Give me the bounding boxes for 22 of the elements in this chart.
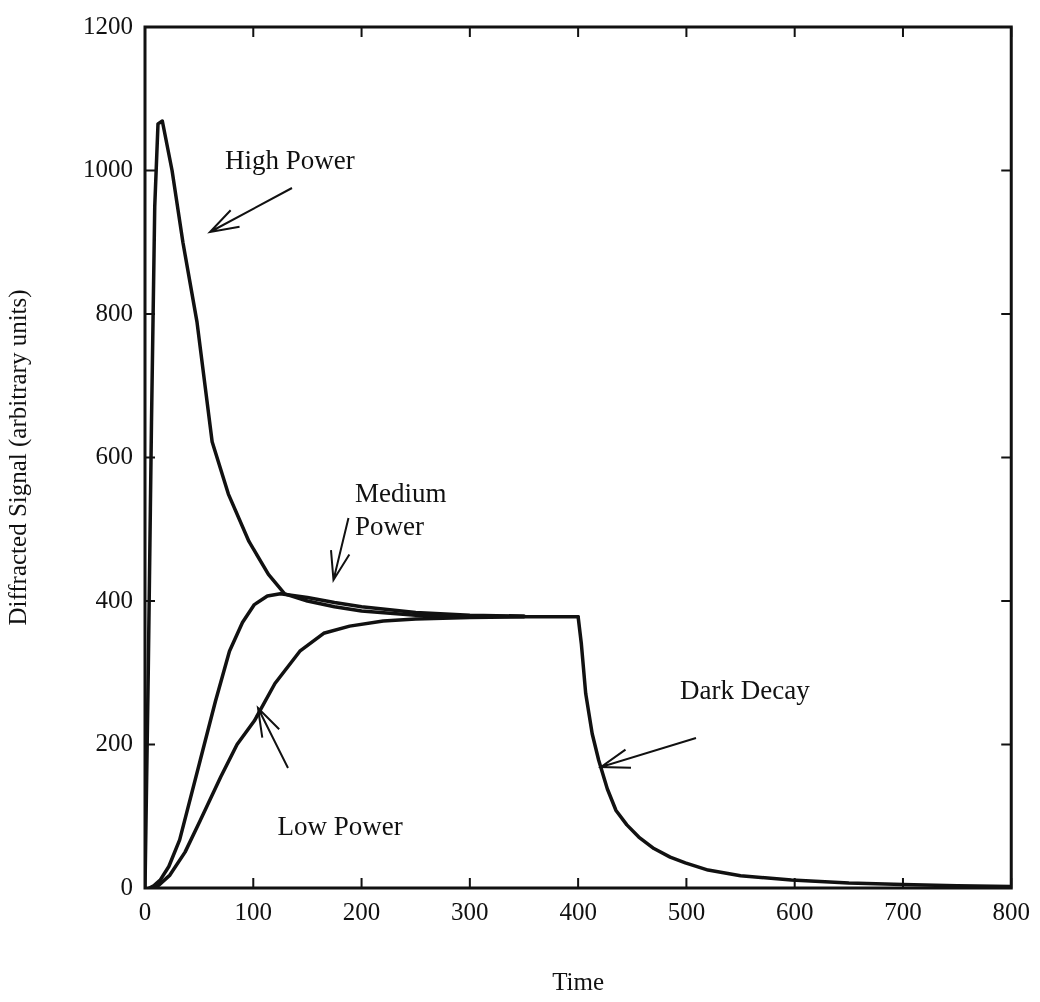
x-tick-label: 600	[775, 897, 814, 925]
x-tick-label: 500	[667, 897, 706, 925]
annotation: Dark Decay	[680, 673, 810, 707]
y-tick-label: 1200	[83, 11, 133, 39]
y-tick-label: 400	[95, 585, 133, 613]
x-axis-title: Time	[552, 967, 605, 995]
annotation: Medium Power	[355, 477, 448, 543]
x-tick-label: 800	[992, 897, 1030, 925]
y-tick-label: 0	[120, 872, 133, 900]
x-tick-label: 700	[884, 897, 922, 925]
x-tick-label: 0	[138, 897, 152, 925]
y-tick-label: 600	[95, 442, 133, 470]
annotation: High Power	[225, 143, 355, 177]
y-tick-label: 800	[95, 298, 133, 326]
y-tick-label: 1000	[83, 155, 133, 183]
y-tick-label: 200	[95, 729, 133, 757]
x-tick-label: 400	[559, 897, 597, 925]
y-axis-title: Diffracted Signal (arbitrary units)	[3, 289, 32, 626]
annotation: Low Power	[277, 809, 403, 843]
x-tick-label: 300	[451, 897, 489, 925]
x-tick-label: 200	[342, 897, 381, 925]
x-tick-label: 100	[234, 897, 273, 925]
